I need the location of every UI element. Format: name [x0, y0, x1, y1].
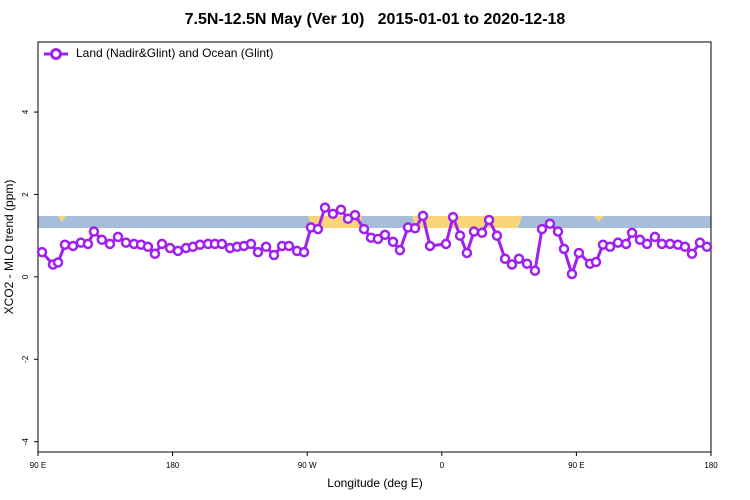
data-point — [142, 241, 154, 253]
data-point — [656, 238, 668, 250]
data-point — [620, 238, 632, 250]
data-point — [96, 234, 108, 246]
data-point — [686, 248, 698, 260]
data-point — [529, 265, 541, 276]
data-point — [112, 231, 124, 243]
x-tick-label: 180 — [166, 461, 180, 470]
legend-marker — [50, 48, 62, 60]
data-point — [590, 256, 602, 268]
data-point — [461, 247, 473, 259]
data-point — [335, 204, 347, 215]
data-point — [156, 238, 168, 250]
x-tick-label: 90 W — [298, 461, 317, 470]
data-point — [216, 238, 228, 250]
legend-label: Land (Nadir&Glint) and Ocean (Glint) — [76, 46, 273, 60]
data-point — [260, 241, 272, 253]
data-point — [476, 227, 488, 239]
legend: Land (Nadir&Glint) and Ocean (Glint) — [44, 46, 273, 60]
x-tick-label: 90 E — [30, 461, 46, 470]
data-point — [558, 243, 570, 255]
land-patch — [412, 216, 522, 228]
data-point — [701, 241, 713, 253]
data-point — [506, 259, 518, 270]
data-point — [349, 209, 361, 221]
data-point — [573, 247, 585, 259]
data-point — [641, 238, 653, 250]
data-point — [612, 237, 624, 248]
data-point — [409, 223, 421, 234]
data-point — [424, 240, 436, 252]
data-point — [298, 246, 310, 258]
data-point — [149, 248, 161, 260]
land-patch — [594, 216, 604, 222]
data-point — [536, 223, 548, 235]
data-point — [649, 231, 661, 243]
data-point — [268, 249, 280, 261]
y-tick-label: 2 — [21, 192, 30, 197]
data-point — [52, 257, 64, 268]
data-point — [513, 253, 525, 264]
data-point — [454, 230, 466, 241]
x-tick-label: 0 — [440, 461, 445, 470]
data-point — [468, 226, 480, 237]
data-point — [319, 202, 331, 213]
data-point — [544, 218, 556, 229]
data-point — [88, 226, 100, 237]
data-point — [566, 268, 578, 280]
data-point — [387, 236, 399, 248]
land-band — [38, 216, 711, 228]
data-point — [447, 211, 459, 223]
data-point — [252, 246, 264, 258]
data-point — [327, 208, 339, 220]
data-point — [417, 210, 429, 222]
data-point — [36, 246, 48, 258]
data-point — [104, 238, 116, 250]
land-patch — [58, 216, 66, 222]
data-point — [679, 241, 691, 253]
y-tick-label: -2 — [21, 355, 30, 363]
data-point — [394, 244, 406, 256]
data-point — [358, 223, 370, 235]
y-tick-label: -4 — [21, 438, 30, 446]
y-tick-label: 4 — [21, 109, 30, 114]
data-point — [491, 230, 503, 241]
data-point — [59, 239, 71, 250]
data-point — [245, 238, 257, 250]
data-point — [483, 214, 495, 226]
data-point — [379, 229, 391, 241]
data-point — [194, 239, 206, 250]
data-point — [440, 238, 452, 250]
data-point — [283, 240, 295, 252]
data-point — [604, 241, 616, 253]
data-point — [82, 238, 94, 250]
data-point — [120, 237, 132, 248]
x-tick-label: 90 E — [568, 461, 584, 470]
data-point — [521, 258, 533, 269]
y-axis-label: XCO2 - MLO trend (ppm) — [2, 180, 16, 315]
x-tick-label: 180 — [704, 461, 718, 470]
data-point — [172, 245, 184, 257]
data-point — [312, 223, 324, 235]
data-point — [626, 227, 638, 239]
data-point — [552, 226, 564, 237]
chart-title: 7.5N-12.5N May (Ver 10) 2015-01-01 to 20… — [185, 11, 566, 28]
x-axis-label: Longitude (deg E) — [327, 476, 422, 490]
y-tick-label: 0 — [21, 274, 30, 279]
data-point — [499, 253, 511, 264]
